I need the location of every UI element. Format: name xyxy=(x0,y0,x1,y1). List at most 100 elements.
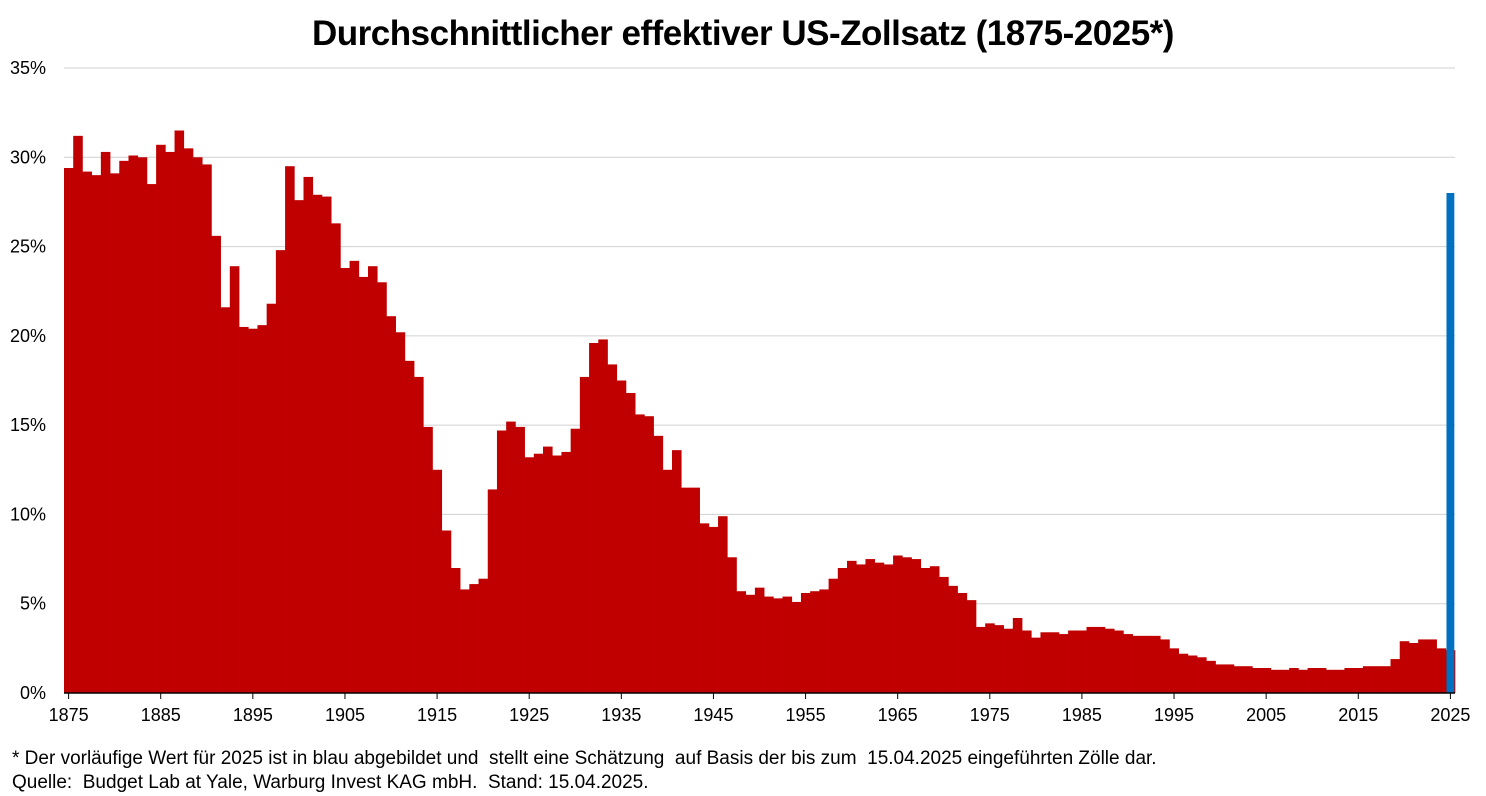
bar-1953 xyxy=(782,596,793,693)
bar-1937 xyxy=(635,414,645,693)
x-tick-label: 1895 xyxy=(233,705,273,725)
bar-2023 xyxy=(1427,639,1437,693)
bar-1917 xyxy=(450,568,461,693)
bar-2005 xyxy=(1261,668,1272,693)
bar-1992 xyxy=(1141,635,1152,693)
bar-1966 xyxy=(902,557,912,693)
bar-1991 xyxy=(1132,635,1143,693)
bar-2014 xyxy=(1344,668,1355,693)
bar-1898 xyxy=(275,250,286,693)
bar-1985 xyxy=(1077,630,1087,693)
bar-1901 xyxy=(303,176,314,693)
bar-2004 xyxy=(1252,668,1262,693)
bar-1928 xyxy=(552,455,562,693)
bar-1905 xyxy=(340,268,350,693)
x-tick-label: 1955 xyxy=(786,705,826,725)
y-tick-label: 35% xyxy=(10,58,46,78)
bar-2016 xyxy=(1362,666,1373,693)
bar-1975 xyxy=(985,623,995,693)
bar-1881 xyxy=(119,160,129,693)
bar-1907 xyxy=(358,276,369,693)
bar-1933 xyxy=(598,339,608,693)
bar-1942 xyxy=(681,487,691,693)
bar-1889 xyxy=(192,157,203,694)
bar-1911 xyxy=(395,332,406,693)
bar-1970 xyxy=(939,576,949,693)
bar-1958 xyxy=(828,578,839,693)
bar-1980 xyxy=(1031,637,1041,693)
y-tick-labels: 0% 5% 10% 15% 20% 25% 30% 35% xyxy=(10,58,46,703)
bar-1955 xyxy=(800,593,811,693)
bar-1895 xyxy=(248,328,258,693)
bar-2017 xyxy=(1372,666,1382,693)
bar-1950 xyxy=(754,587,765,693)
x-tick-label: 1885 xyxy=(141,705,181,725)
bar-1914 xyxy=(423,426,433,693)
bar-1920 xyxy=(478,578,489,693)
bar-1882 xyxy=(128,155,139,693)
bar-1921 xyxy=(487,489,498,693)
bar-1978 xyxy=(1012,618,1023,693)
bar-1957 xyxy=(819,589,829,693)
bar-1968 xyxy=(920,568,931,693)
bar-2011 xyxy=(1316,668,1327,693)
bar-1924 xyxy=(515,426,525,693)
bar-1923 xyxy=(506,421,516,693)
bar-1913 xyxy=(414,376,424,693)
x-tick-label: 2025 xyxy=(1430,705,1470,725)
bar-1875 xyxy=(64,168,74,693)
bar-1945 xyxy=(708,526,719,693)
y-tick-label: 25% xyxy=(10,237,46,257)
footnote-source: Quelle: Budget Lab at Yale, Warburg Inve… xyxy=(12,772,649,793)
bar-1886 xyxy=(165,151,175,693)
x-tick-label: 1995 xyxy=(1154,705,1194,725)
bar-1997 xyxy=(1187,655,1198,693)
tariff-bar-chart: 0%5%10%15%20%25%30%35% 1875 1885 1895 1905 1… xyxy=(10,58,1470,725)
bar-2024 xyxy=(1436,648,1447,693)
bar-1956 xyxy=(810,591,820,693)
bar-1982 xyxy=(1049,632,1060,693)
bar-1994 xyxy=(1160,639,1170,693)
bar-1974 xyxy=(975,626,986,693)
bar-1947 xyxy=(727,557,737,693)
x-tick-label: 1915 xyxy=(417,705,457,725)
x-tick-label: 1965 xyxy=(878,705,918,725)
bar-1939 xyxy=(653,435,664,693)
bar-1879 xyxy=(100,151,111,693)
x-tick-label: 2015 xyxy=(1338,705,1378,725)
bar-1885 xyxy=(156,144,166,694)
bar-1930 xyxy=(570,428,581,693)
bar-1943 xyxy=(690,487,700,693)
bar-1993 xyxy=(1151,635,1161,693)
y-tick-label: 20% xyxy=(10,326,46,346)
bar-1941 xyxy=(671,450,682,693)
bar-1987 xyxy=(1095,626,1106,693)
bar-1922 xyxy=(496,430,507,693)
bar-1981 xyxy=(1040,632,1051,693)
bar-1893 xyxy=(229,266,240,693)
bar-1888 xyxy=(183,148,194,693)
footnote-estimate: * Der vorläufige Wert für 2025 ist in bl… xyxy=(12,748,1157,769)
bar-1962 xyxy=(865,559,875,693)
bar-2012 xyxy=(1326,669,1336,693)
bar-2013 xyxy=(1335,669,1345,693)
x-tick-label: 2005 xyxy=(1246,705,1286,725)
bar-1990 xyxy=(1123,634,1133,693)
bar-2022 xyxy=(1418,639,1428,693)
bar-1940 xyxy=(662,469,673,693)
x-tick-label: 1925 xyxy=(509,705,549,725)
bar-2006 xyxy=(1270,669,1281,693)
bar-2018 xyxy=(1381,666,1391,693)
bar-1973 xyxy=(966,600,977,693)
bar-1936 xyxy=(625,393,636,693)
bar-1954 xyxy=(791,601,802,693)
bar-1969 xyxy=(929,566,940,693)
bar-1883 xyxy=(137,157,148,694)
x-tick-label: 1945 xyxy=(693,705,733,725)
bar-2009 xyxy=(1298,669,1308,693)
bar-1927 xyxy=(543,446,553,693)
x-tick-label: 1985 xyxy=(1062,705,1102,725)
bar-2010 xyxy=(1307,668,1318,693)
bar-2003 xyxy=(1243,666,1253,693)
bar-1998 xyxy=(1197,657,1207,693)
